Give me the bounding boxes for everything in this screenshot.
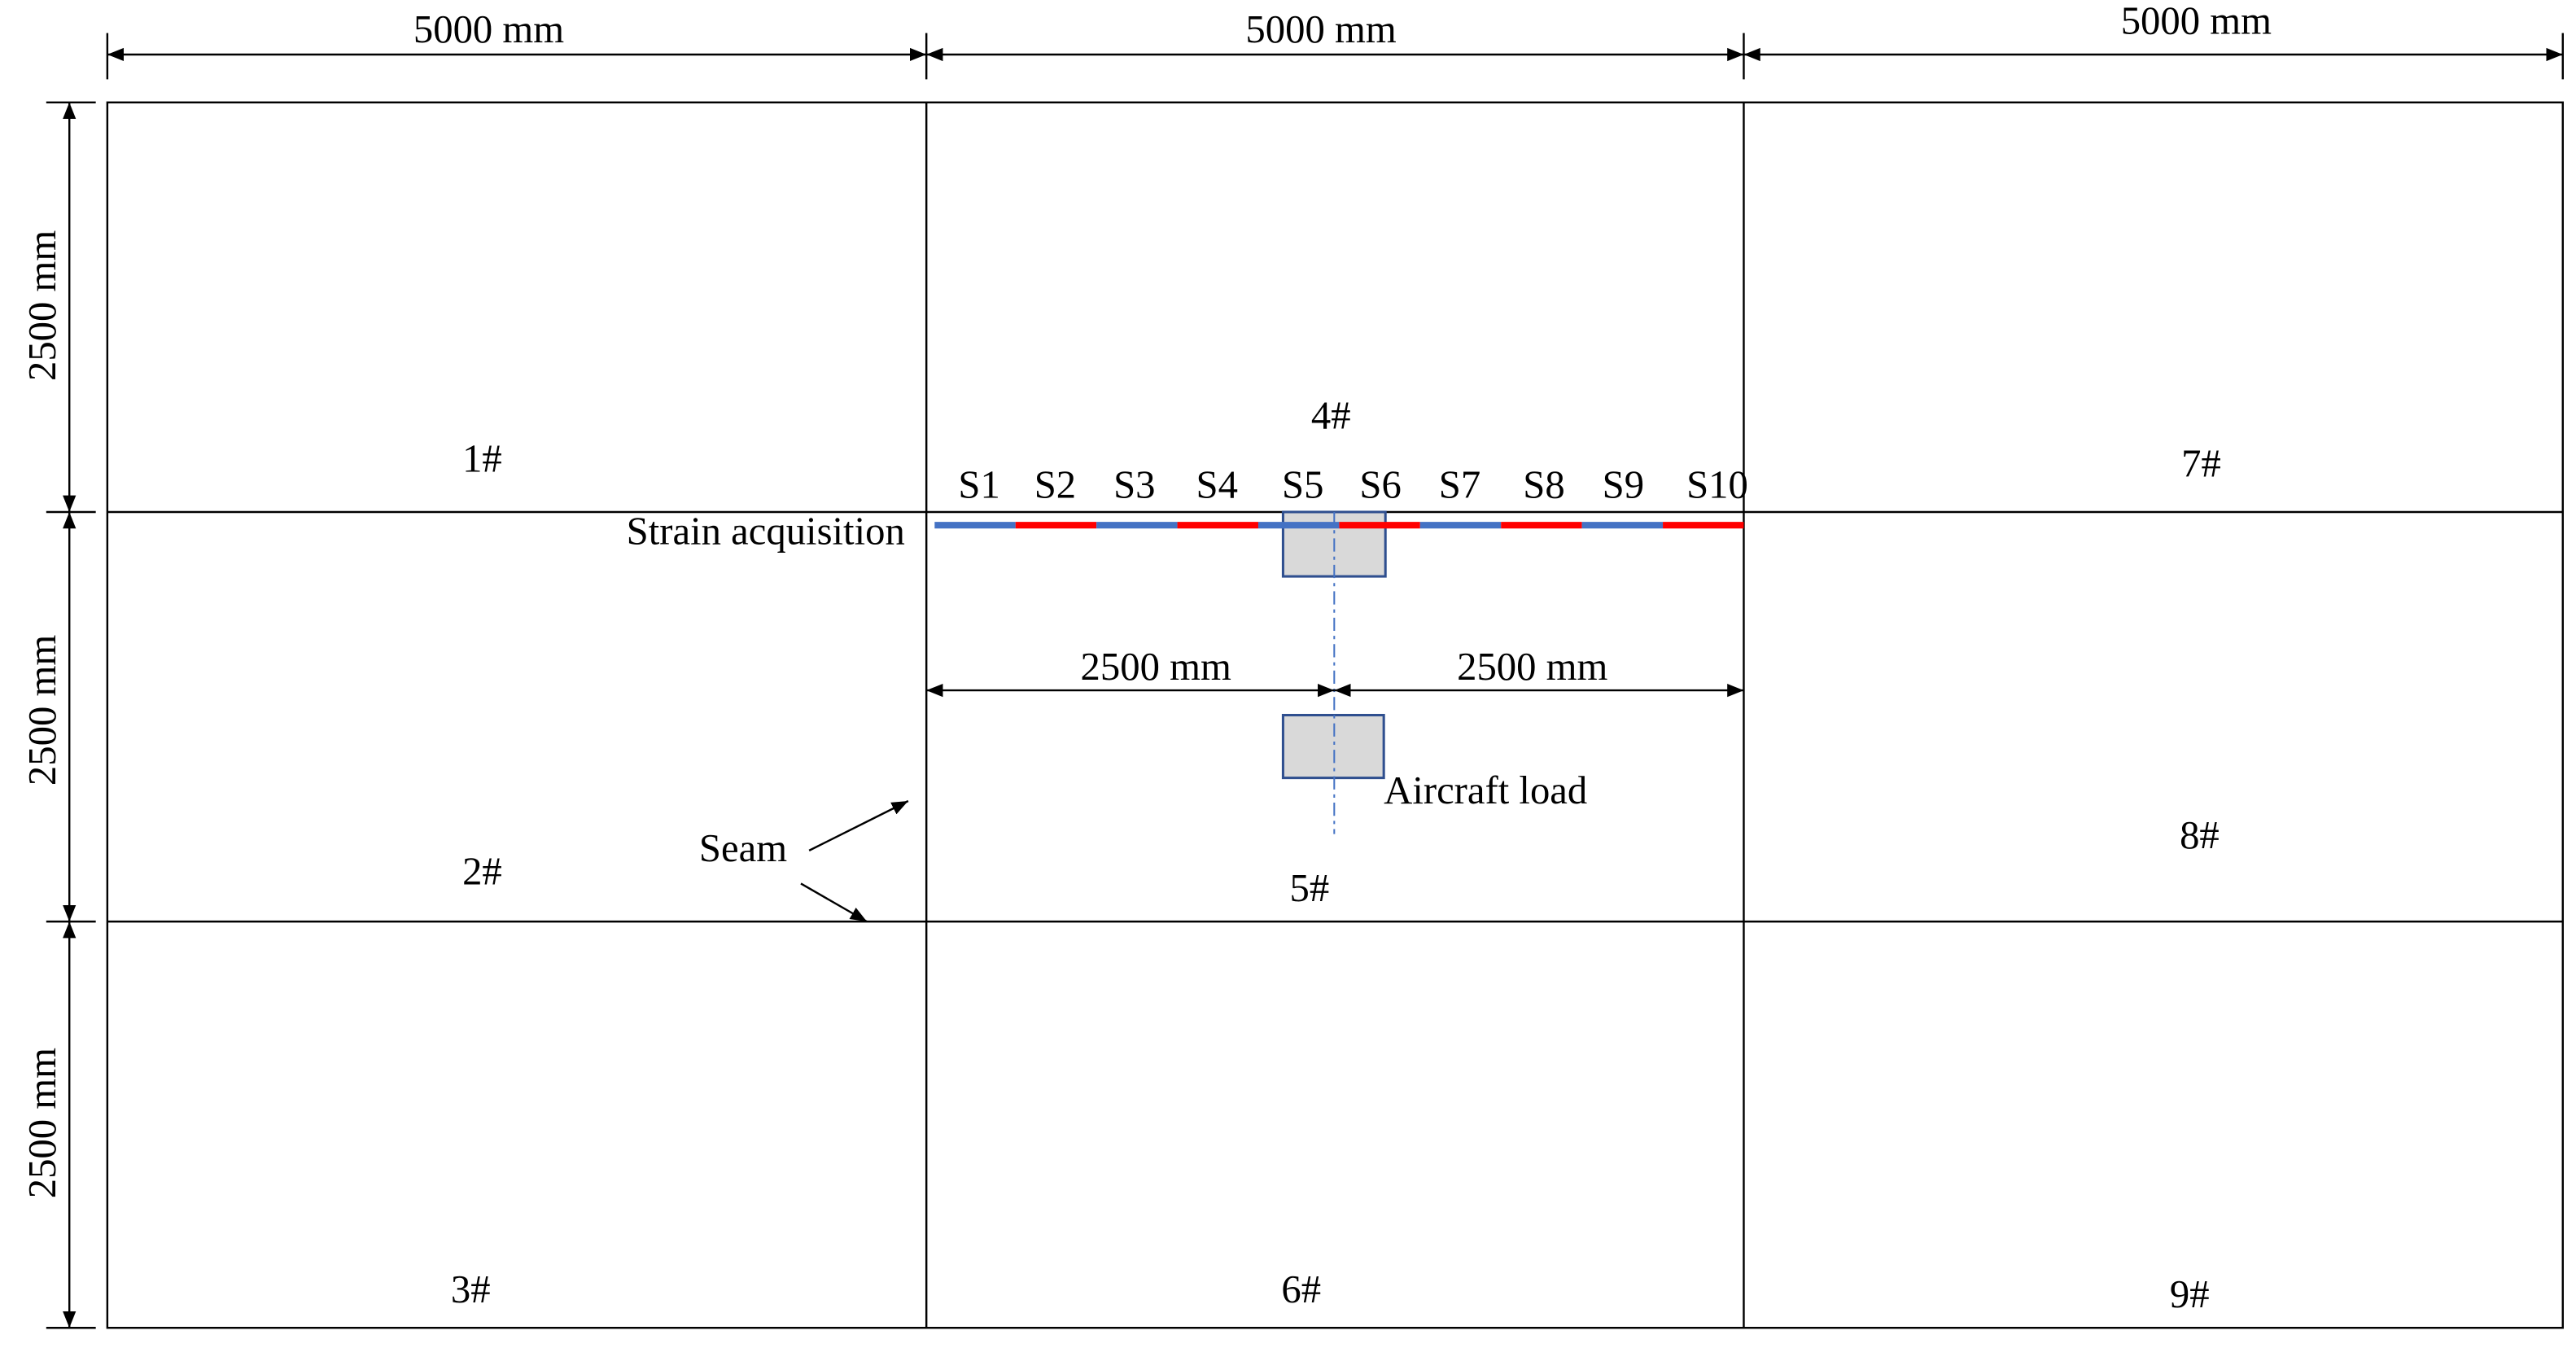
dimension-label: 2500 mm <box>20 230 64 381</box>
sensor-group: S1 S2 S3 S4 S5 S6 S7 S8 S9 S10 <box>934 463 1748 529</box>
sensor-label: S9 <box>1603 463 1644 507</box>
dimension-group: 5000 mm 5000 mm 5000 mm 2500 mm 2500 mm 2500 … <box>20 0 2564 1329</box>
dimension-label: 2500 mm <box>20 635 64 786</box>
annotation: Seam <box>699 826 787 870</box>
sensor-label: S7 <box>1439 463 1480 507</box>
sensor-label: S4 <box>1196 463 1238 507</box>
slab-label: 5# <box>1290 866 1330 910</box>
sensor-label: S2 <box>1034 463 1076 507</box>
arrow <box>808 799 909 851</box>
sensor-label: S6 <box>1359 463 1401 507</box>
sensor-label: S8 <box>1523 463 1564 507</box>
dimension-label: 5000 mm <box>2121 0 2272 43</box>
slab-label: 4# <box>1311 394 1351 438</box>
dimension-label: 2500 mm <box>1457 645 1607 689</box>
dimension-label: 2500 mm <box>20 1048 64 1198</box>
annotation: Aircraft load <box>1384 768 1587 812</box>
sensor-label: S5 <box>1282 463 1323 507</box>
slab-label: 1# <box>462 436 502 480</box>
sensor-label: S1 <box>958 463 999 507</box>
slab-label: 9# <box>2170 1272 2210 1316</box>
outer-border <box>106 101 2564 1329</box>
slab-label: 3# <box>451 1267 491 1311</box>
slab-label: 8# <box>2180 813 2220 857</box>
sensor-label: S10 <box>1686 463 1748 507</box>
dimension-label: 5000 mm <box>1245 7 1396 51</box>
arrow <box>800 882 868 923</box>
slab-label: 2# <box>462 849 502 893</box>
slab-label: 6# <box>1281 1267 1321 1311</box>
sensor-label: S3 <box>1113 463 1155 507</box>
dimension-label: 2500 mm <box>1081 645 1231 689</box>
annotation: Strain acquisition <box>627 510 905 554</box>
slab-label: 7# <box>2181 441 2221 485</box>
dimension-label: 5000 mm <box>413 7 564 51</box>
